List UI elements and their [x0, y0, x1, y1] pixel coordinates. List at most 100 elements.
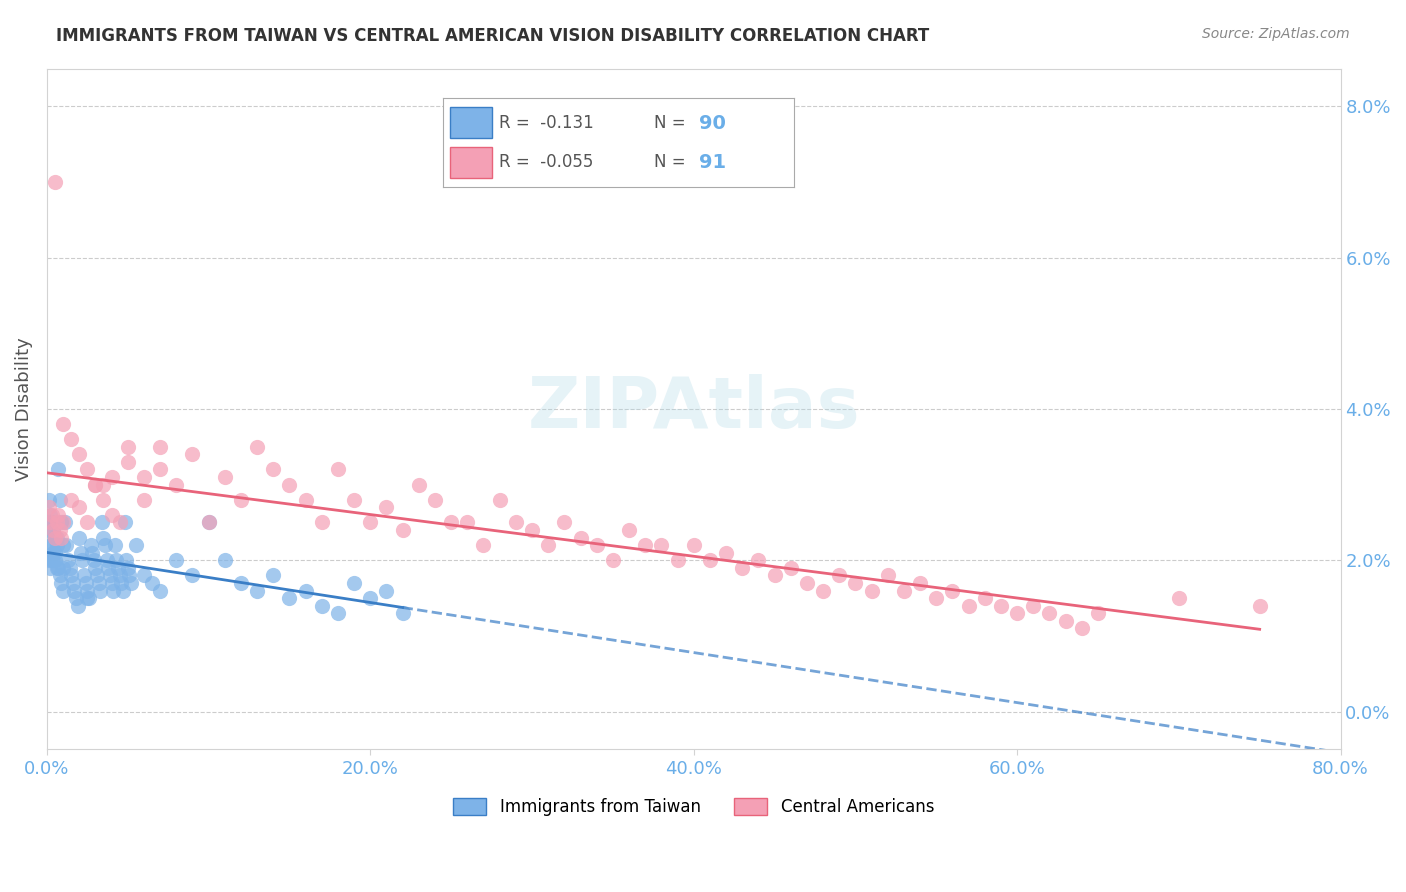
Point [181, 568, 204, 582]
Point [53, 516, 76, 530]
Point [45, 538, 67, 552]
Point [96, 553, 118, 567]
Point [70, 546, 93, 560]
Point [103, 583, 125, 598]
Point [52, 417, 75, 431]
Point [94, 538, 117, 552]
Text: 90: 90 [699, 113, 727, 133]
Point [98, 568, 121, 582]
Point [73, 568, 96, 582]
Point [602, 553, 624, 567]
Point [650, 538, 672, 552]
Text: R =  -0.055: R = -0.055 [499, 153, 593, 171]
Point [58, 561, 80, 575]
Point [45, 531, 67, 545]
Point [93, 477, 115, 491]
Text: IMMIGRANTS FROM TAIWAN VS CENTRAL AMERICAN VISION DISABILITY CORRELATION CHART: IMMIGRANTS FROM TAIWAN VS CENTRAL AMERIC… [56, 27, 929, 45]
Point [229, 576, 252, 591]
Point [107, 561, 129, 575]
Point [311, 599, 333, 613]
Legend: Immigrants from Taiwan, Central Americans: Immigrants from Taiwan, Central American… [447, 791, 941, 822]
Point [359, 516, 381, 530]
Point [1005, 606, 1028, 620]
Point [925, 591, 948, 606]
Point [666, 553, 689, 567]
Point [44, 531, 66, 545]
Point [391, 606, 413, 620]
Point [114, 516, 136, 530]
Point [197, 516, 219, 530]
Point [44, 553, 66, 567]
Point [132, 470, 155, 484]
Point [860, 583, 883, 598]
Point [76, 583, 98, 598]
Point [100, 470, 122, 484]
Point [1070, 621, 1092, 635]
Point [472, 538, 495, 552]
Point [76, 591, 98, 606]
Point [197, 516, 219, 530]
Bar [450, 107, 492, 138]
Point [37, 553, 59, 567]
Point [132, 568, 155, 582]
Point [39, 538, 62, 552]
Point [375, 583, 398, 598]
Point [117, 561, 139, 575]
Point [37, 523, 59, 537]
Text: N =: N = [654, 153, 690, 171]
Point [66, 599, 89, 613]
Point [359, 591, 381, 606]
Point [49, 523, 72, 537]
Point [46, 462, 69, 476]
Point [46, 561, 69, 575]
Point [72, 553, 94, 567]
Point [326, 606, 349, 620]
Point [246, 583, 269, 598]
Point [51, 516, 73, 530]
Point [520, 523, 543, 537]
Point [132, 492, 155, 507]
Point [67, 500, 90, 515]
Point [67, 447, 90, 461]
Point [76, 462, 98, 476]
Point [1087, 606, 1109, 620]
Point [343, 492, 366, 507]
Point [77, 591, 100, 606]
Point [488, 492, 510, 507]
Point [617, 523, 640, 537]
Point [93, 531, 115, 545]
Point [52, 583, 75, 598]
Point [55, 538, 77, 552]
Point [39, 561, 62, 575]
Point [52, 516, 75, 530]
Point [51, 531, 73, 545]
Point [149, 462, 172, 476]
Point [42, 523, 65, 537]
Point [699, 553, 721, 567]
Point [49, 568, 72, 582]
Point [844, 576, 866, 591]
Point [42, 546, 65, 560]
Text: R =  -0.131: R = -0.131 [499, 114, 593, 132]
Point [278, 591, 301, 606]
Point [37, 500, 59, 515]
Point [86, 568, 108, 582]
Point [149, 583, 172, 598]
Point [60, 492, 83, 507]
Point [214, 553, 236, 567]
Point [41, 516, 63, 530]
Point [41, 538, 63, 552]
Point [747, 553, 769, 567]
Point [214, 470, 236, 484]
Point [165, 477, 187, 491]
Point [149, 440, 172, 454]
Point [42, 553, 65, 567]
Point [84, 477, 107, 491]
Point [41, 508, 63, 522]
Point [125, 538, 148, 552]
Text: Source: ZipAtlas.com: Source: ZipAtlas.com [1202, 27, 1350, 41]
Point [326, 462, 349, 476]
Point [44, 531, 66, 545]
Point [569, 531, 592, 545]
Point [52, 561, 75, 575]
